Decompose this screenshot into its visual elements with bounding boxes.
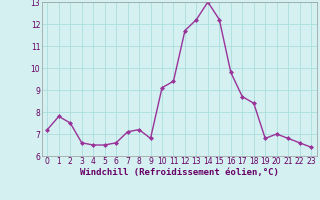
X-axis label: Windchill (Refroidissement éolien,°C): Windchill (Refroidissement éolien,°C) [80, 168, 279, 177]
